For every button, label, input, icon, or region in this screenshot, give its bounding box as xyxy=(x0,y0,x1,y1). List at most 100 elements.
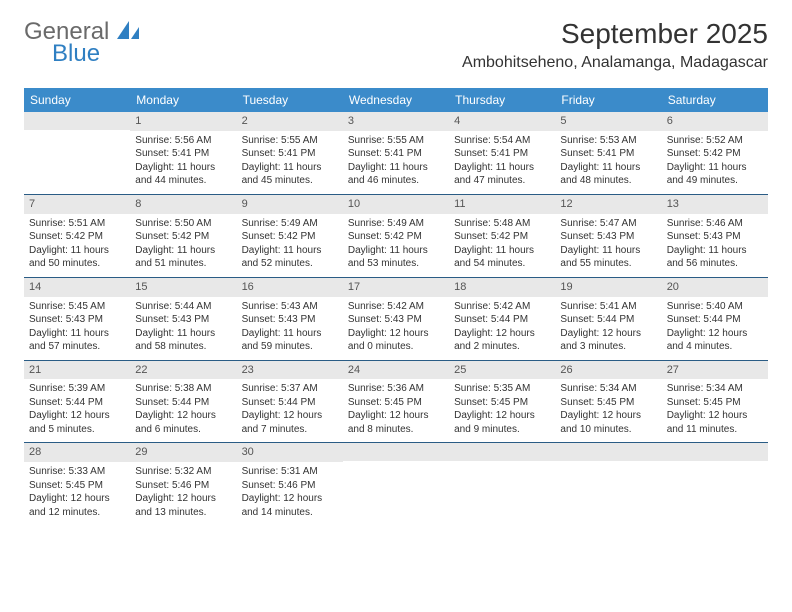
day-content: Sunrise: 5:35 AMSunset: 5:45 PMDaylight:… xyxy=(449,379,555,442)
day-cell: 12Sunrise: 5:47 AMSunset: 5:43 PMDayligh… xyxy=(555,195,661,277)
sunrise-text: Sunrise: 5:52 AM xyxy=(667,134,763,148)
day-content: Sunrise: 5:40 AMSunset: 5:44 PMDaylight:… xyxy=(662,297,768,360)
sunset-text: Sunset: 5:45 PM xyxy=(29,479,125,493)
day-cell: 27Sunrise: 5:34 AMSunset: 5:45 PMDayligh… xyxy=(662,361,768,443)
daylight-text: Daylight: 11 hours and 57 minutes. xyxy=(29,327,125,354)
sunset-text: Sunset: 5:44 PM xyxy=(135,396,231,410)
day-content: Sunrise: 5:45 AMSunset: 5:43 PMDaylight:… xyxy=(24,297,130,360)
weekday-header: Friday xyxy=(555,88,661,112)
week-row: 21Sunrise: 5:39 AMSunset: 5:44 PMDayligh… xyxy=(24,360,768,443)
week-row: 7Sunrise: 5:51 AMSunset: 5:42 PMDaylight… xyxy=(24,194,768,277)
sunset-text: Sunset: 5:41 PM xyxy=(560,147,656,161)
sunrise-text: Sunrise: 5:34 AM xyxy=(667,382,763,396)
daylight-text: Daylight: 11 hours and 44 minutes. xyxy=(135,161,231,188)
day-number: 18 xyxy=(449,278,555,297)
day-number: 19 xyxy=(555,278,661,297)
daylight-text: Daylight: 11 hours and 53 minutes. xyxy=(348,244,444,271)
sunrise-text: Sunrise: 5:51 AM xyxy=(29,217,125,231)
day-cell xyxy=(24,112,130,194)
sunrise-text: Sunrise: 5:34 AM xyxy=(560,382,656,396)
day-number: 3 xyxy=(343,112,449,131)
sunset-text: Sunset: 5:42 PM xyxy=(454,230,550,244)
daylight-text: Daylight: 12 hours and 6 minutes. xyxy=(135,409,231,436)
day-cell: 15Sunrise: 5:44 AMSunset: 5:43 PMDayligh… xyxy=(130,278,236,360)
day-content: Sunrise: 5:49 AMSunset: 5:42 PMDaylight:… xyxy=(237,214,343,277)
page-title: September 2025 xyxy=(462,18,768,50)
day-cell: 20Sunrise: 5:40 AMSunset: 5:44 PMDayligh… xyxy=(662,278,768,360)
daylight-text: Daylight: 11 hours and 50 minutes. xyxy=(29,244,125,271)
day-content: Sunrise: 5:41 AMSunset: 5:44 PMDaylight:… xyxy=(555,297,661,360)
day-number: 23 xyxy=(237,361,343,380)
week-row: 1Sunrise: 5:56 AMSunset: 5:41 PMDaylight… xyxy=(24,112,768,194)
sunrise-text: Sunrise: 5:42 AM xyxy=(454,300,550,314)
sunset-text: Sunset: 5:41 PM xyxy=(348,147,444,161)
weekday-header: Wednesday xyxy=(343,88,449,112)
sunrise-text: Sunrise: 5:39 AM xyxy=(29,382,125,396)
day-number: 4 xyxy=(449,112,555,131)
day-cell: 3Sunrise: 5:55 AMSunset: 5:41 PMDaylight… xyxy=(343,112,449,194)
day-content: Sunrise: 5:55 AMSunset: 5:41 PMDaylight:… xyxy=(237,131,343,194)
day-number: 14 xyxy=(24,278,130,297)
day-number-empty xyxy=(343,443,449,461)
daylight-text: Daylight: 12 hours and 9 minutes. xyxy=(454,409,550,436)
day-number: 27 xyxy=(662,361,768,380)
day-cell: 2Sunrise: 5:55 AMSunset: 5:41 PMDaylight… xyxy=(237,112,343,194)
weekday-header: Thursday xyxy=(449,88,555,112)
sunset-text: Sunset: 5:41 PM xyxy=(242,147,338,161)
day-number-empty xyxy=(24,112,130,130)
day-cell: 5Sunrise: 5:53 AMSunset: 5:41 PMDaylight… xyxy=(555,112,661,194)
day-cell: 26Sunrise: 5:34 AMSunset: 5:45 PMDayligh… xyxy=(555,361,661,443)
day-cell: 28Sunrise: 5:33 AMSunset: 5:45 PMDayligh… xyxy=(24,443,130,525)
day-number: 7 xyxy=(24,195,130,214)
day-content: Sunrise: 5:37 AMSunset: 5:44 PMDaylight:… xyxy=(237,379,343,442)
sunrise-text: Sunrise: 5:32 AM xyxy=(135,465,231,479)
day-content: Sunrise: 5:31 AMSunset: 5:46 PMDaylight:… xyxy=(237,462,343,525)
day-cell: 18Sunrise: 5:42 AMSunset: 5:44 PMDayligh… xyxy=(449,278,555,360)
sunset-text: Sunset: 5:43 PM xyxy=(560,230,656,244)
day-number: 5 xyxy=(555,112,661,131)
daylight-text: Daylight: 11 hours and 55 minutes. xyxy=(560,244,656,271)
day-cell xyxy=(449,443,555,525)
sunrise-text: Sunrise: 5:44 AM xyxy=(135,300,231,314)
weekday-header: Saturday xyxy=(662,88,768,112)
week-row: 14Sunrise: 5:45 AMSunset: 5:43 PMDayligh… xyxy=(24,277,768,360)
day-content: Sunrise: 5:44 AMSunset: 5:43 PMDaylight:… xyxy=(130,297,236,360)
day-cell: 19Sunrise: 5:41 AMSunset: 5:44 PMDayligh… xyxy=(555,278,661,360)
day-cell: 14Sunrise: 5:45 AMSunset: 5:43 PMDayligh… xyxy=(24,278,130,360)
day-cell: 13Sunrise: 5:46 AMSunset: 5:43 PMDayligh… xyxy=(662,195,768,277)
sunset-text: Sunset: 5:43 PM xyxy=(29,313,125,327)
day-content: Sunrise: 5:38 AMSunset: 5:44 PMDaylight:… xyxy=(130,379,236,442)
weekday-header: Sunday xyxy=(24,88,130,112)
sunset-text: Sunset: 5:45 PM xyxy=(667,396,763,410)
sunrise-text: Sunrise: 5:31 AM xyxy=(242,465,338,479)
sunrise-text: Sunrise: 5:40 AM xyxy=(667,300,763,314)
day-content: Sunrise: 5:34 AMSunset: 5:45 PMDaylight:… xyxy=(662,379,768,442)
day-content: Sunrise: 5:51 AMSunset: 5:42 PMDaylight:… xyxy=(24,214,130,277)
day-content: Sunrise: 5:55 AMSunset: 5:41 PMDaylight:… xyxy=(343,131,449,194)
daylight-text: Daylight: 11 hours and 48 minutes. xyxy=(560,161,656,188)
day-content: Sunrise: 5:47 AMSunset: 5:43 PMDaylight:… xyxy=(555,214,661,277)
daylight-text: Daylight: 11 hours and 59 minutes. xyxy=(242,327,338,354)
day-cell: 4Sunrise: 5:54 AMSunset: 5:41 PMDaylight… xyxy=(449,112,555,194)
sunrise-text: Sunrise: 5:42 AM xyxy=(348,300,444,314)
day-content: Sunrise: 5:49 AMSunset: 5:42 PMDaylight:… xyxy=(343,214,449,277)
sunrise-text: Sunrise: 5:48 AM xyxy=(454,217,550,231)
sunrise-text: Sunrise: 5:43 AM xyxy=(242,300,338,314)
day-cell: 8Sunrise: 5:50 AMSunset: 5:42 PMDaylight… xyxy=(130,195,236,277)
daylight-text: Daylight: 12 hours and 14 minutes. xyxy=(242,492,338,519)
day-number: 11 xyxy=(449,195,555,214)
day-number: 6 xyxy=(662,112,768,131)
daylight-text: Daylight: 11 hours and 49 minutes. xyxy=(667,161,763,188)
day-content: Sunrise: 5:43 AMSunset: 5:43 PMDaylight:… xyxy=(237,297,343,360)
day-cell: 9Sunrise: 5:49 AMSunset: 5:42 PMDaylight… xyxy=(237,195,343,277)
sunset-text: Sunset: 5:45 PM xyxy=(348,396,444,410)
day-cell: 21Sunrise: 5:39 AMSunset: 5:44 PMDayligh… xyxy=(24,361,130,443)
sunset-text: Sunset: 5:42 PM xyxy=(667,147,763,161)
day-content: Sunrise: 5:46 AMSunset: 5:43 PMDaylight:… xyxy=(662,214,768,277)
sunset-text: Sunset: 5:43 PM xyxy=(242,313,338,327)
day-number: 9 xyxy=(237,195,343,214)
sunset-text: Sunset: 5:46 PM xyxy=(242,479,338,493)
daylight-text: Daylight: 11 hours and 56 minutes. xyxy=(667,244,763,271)
day-cell xyxy=(343,443,449,525)
sunset-text: Sunset: 5:41 PM xyxy=(454,147,550,161)
